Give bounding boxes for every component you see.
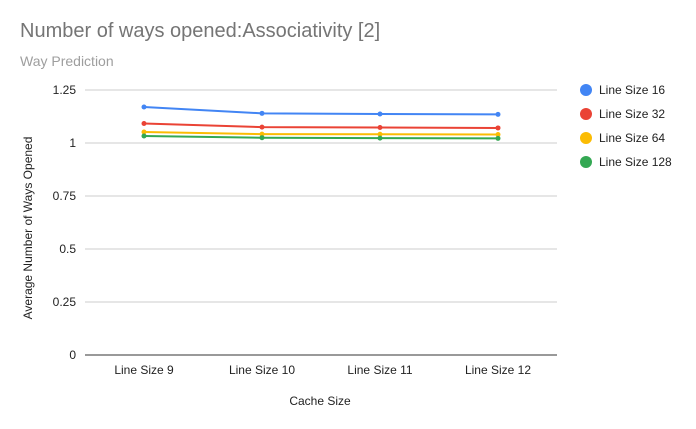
- legend-item: Line Size 64: [580, 131, 665, 145]
- series-4: [141, 133, 501, 141]
- legend-label: Line Size 128: [599, 155, 672, 169]
- y-tick-label: 1.25: [53, 83, 77, 97]
- legend-swatch: [580, 108, 592, 120]
- data-point: [377, 131, 383, 137]
- data-point: [259, 131, 265, 137]
- chart-title: Number of ways opened:Associativity [2]: [20, 20, 381, 42]
- chart-subtitle: Way Prediction: [20, 53, 114, 69]
- legend-item: Line Size 32: [580, 107, 665, 121]
- data-point: [259, 135, 265, 141]
- data-point: [377, 111, 383, 117]
- series-line: [143, 122, 499, 129]
- data-point: [495, 125, 501, 131]
- legend-label: Line Size 16: [599, 83, 665, 97]
- series-3: [141, 129, 501, 138]
- data-point: [377, 125, 383, 131]
- y-tick-label: 0.75: [53, 189, 77, 203]
- data-point: [495, 135, 501, 141]
- x-tick-label: Line Size 9: [114, 363, 174, 377]
- data-point: [141, 133, 147, 139]
- x-axis-ticks: Line Size 9 Line Size 10 Line Size 11 Line …: [114, 363, 531, 377]
- series-line: [143, 105, 499, 116]
- legend-swatch: [580, 132, 592, 144]
- gridlines: [85, 89, 557, 356]
- data-point: [495, 111, 501, 117]
- y-axis-title: Average Number of Ways Opened: [21, 137, 35, 320]
- y-tick-label: 0.25: [53, 295, 77, 309]
- y-tick-label: 0.5: [59, 242, 76, 256]
- series-1: [141, 104, 501, 117]
- legend-item: Line Size 128: [580, 155, 672, 169]
- legend: Line Size 16 Line Size 32 Line Size 64 Line…: [580, 83, 672, 169]
- legend-label: Line Size 64: [599, 131, 665, 145]
- data-point: [259, 124, 265, 130]
- series-line: [143, 135, 499, 140]
- y-tick-label: 1: [69, 136, 76, 150]
- data-point: [141, 104, 147, 110]
- x-axis-title: Cache Size: [289, 394, 351, 408]
- x-tick-label: Line Size 10: [229, 363, 295, 377]
- data-point: [377, 135, 383, 141]
- y-axis-ticks: 0 0.25 0.5 0.75 1 1.25: [53, 83, 77, 362]
- series-line: [143, 130, 499, 136]
- data-point: [495, 132, 501, 138]
- data-point: [141, 120, 147, 126]
- x-tick-label: Line Size 11: [347, 363, 412, 377]
- legend-item: Line Size 16: [580, 83, 665, 97]
- y-tick-label: 0: [69, 348, 76, 362]
- data-point: [259, 110, 265, 116]
- series-lines: [141, 104, 501, 141]
- legend-swatch: [580, 156, 592, 168]
- series-2: [141, 120, 501, 131]
- legend-swatch: [580, 84, 592, 96]
- legend-label: Line Size 32: [599, 107, 665, 121]
- data-point: [141, 129, 147, 135]
- x-tick-label: Line Size 12: [465, 363, 531, 377]
